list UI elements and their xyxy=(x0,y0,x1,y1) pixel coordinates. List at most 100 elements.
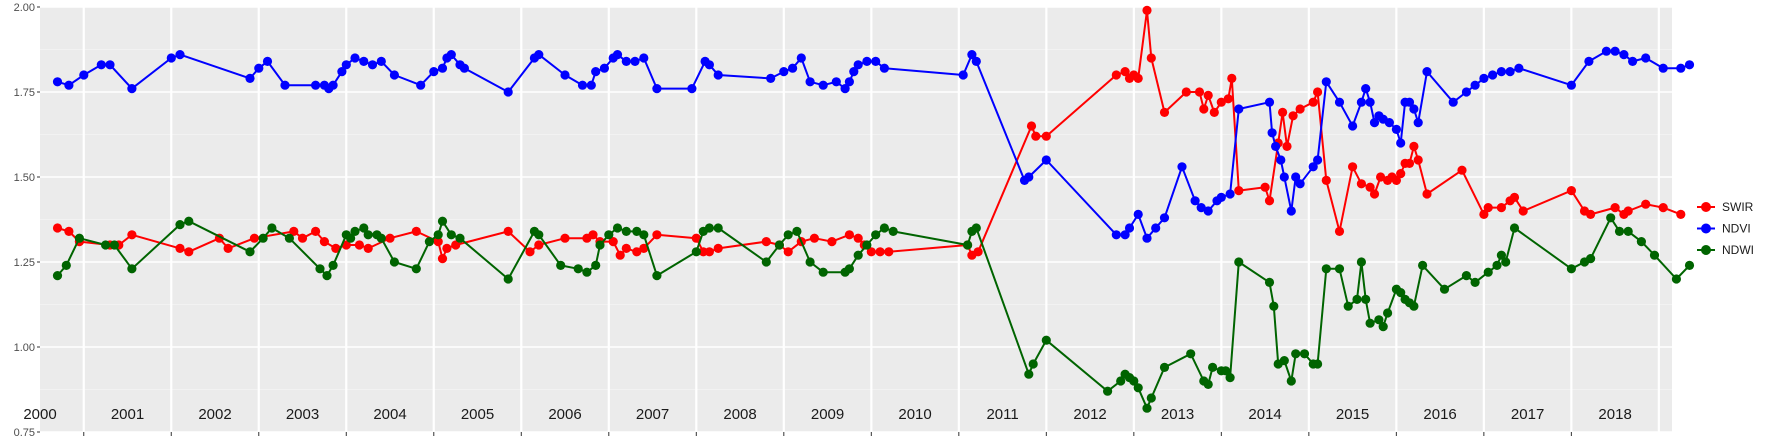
data-point-ndvi xyxy=(79,70,89,80)
data-point-swir xyxy=(875,247,885,257)
data-point-ndvi xyxy=(1151,223,1161,233)
data-point-swir xyxy=(827,237,837,247)
data-point-ndvi xyxy=(1196,203,1206,213)
series-group xyxy=(52,5,1695,413)
data-point-swir xyxy=(1181,87,1191,97)
data-point-ndwi xyxy=(74,233,84,243)
x-year-label: 2018 xyxy=(1598,406,1631,423)
data-point-ndvi xyxy=(311,80,321,90)
data-point-ndvi xyxy=(840,84,850,94)
series-ndwi xyxy=(52,213,1695,413)
y-tick-label: 0.75 xyxy=(14,427,35,439)
data-point-ndvi xyxy=(1658,63,1668,73)
data-point-swir xyxy=(1369,189,1380,199)
data-point-ndwi xyxy=(1636,237,1646,247)
data-point-ndwi xyxy=(446,230,456,240)
data-point-ndwi xyxy=(1684,260,1695,270)
data-point-swir xyxy=(385,233,395,243)
data-point-swir xyxy=(1396,169,1406,179)
data-point-ndvi xyxy=(1391,124,1401,134)
data-point-ndvi xyxy=(831,77,841,87)
legend-item-swir: SWIR xyxy=(1697,200,1754,214)
data-point-ndwi xyxy=(1409,301,1419,311)
data-point-ndvi xyxy=(849,67,859,77)
data-point-swir xyxy=(1194,87,1205,97)
data-point-swir xyxy=(1120,67,1130,77)
data-point-ndwi xyxy=(1334,264,1345,274)
data-point-swir xyxy=(311,226,321,236)
data-point-ndvi xyxy=(52,77,63,87)
data-point-swir xyxy=(1278,107,1288,117)
data-point-ndwi xyxy=(818,267,828,277)
series-swir xyxy=(52,5,1686,264)
legend-key-marker xyxy=(1701,202,1711,212)
data-point-swir xyxy=(783,247,793,257)
data-point-ndwi xyxy=(455,233,465,243)
data-point-swir xyxy=(127,230,137,240)
data-point-ndwi xyxy=(1352,294,1362,304)
data-point-ndwi xyxy=(783,230,793,240)
data-point-swir xyxy=(1566,186,1576,196)
data-point-ndvi xyxy=(1448,97,1458,107)
data-point-ndwi xyxy=(1142,403,1152,413)
data-point-ndvi xyxy=(704,60,715,70)
data-point-ndwi xyxy=(534,230,544,240)
data-point-swir xyxy=(1111,70,1121,80)
data-point-ndwi xyxy=(1671,274,1681,284)
data-point-swir xyxy=(534,240,544,250)
x-year-label: 2002 xyxy=(198,406,231,423)
data-point-ndwi xyxy=(862,240,872,250)
data-point-ndwi xyxy=(175,220,185,230)
data-point-ndvi xyxy=(1203,206,1213,216)
data-point-ndwi xyxy=(1103,386,1113,396)
data-point-ndwi xyxy=(1492,260,1502,270)
data-point-swir xyxy=(1413,155,1423,165)
data-point-ndwi xyxy=(1461,271,1471,281)
data-point-ndvi xyxy=(1348,121,1358,131)
data-point-ndwi xyxy=(503,274,513,284)
data-point-swir xyxy=(1509,192,1520,202)
data-point-swir xyxy=(341,240,351,250)
data-point-ndvi xyxy=(376,56,386,66)
data-point-ndwi xyxy=(1203,379,1213,389)
data-point-ndvi xyxy=(586,80,596,90)
data-point-ndwi xyxy=(101,240,111,250)
data-point-ndvi xyxy=(416,80,426,90)
data-point-swir xyxy=(411,226,421,236)
data-point-swir xyxy=(363,243,373,253)
data-point-ndvi xyxy=(350,53,360,63)
data-point-ndvi xyxy=(429,67,439,77)
data-point-ndvi xyxy=(958,70,968,80)
data-point-ndvi xyxy=(599,63,610,73)
data-point-swir xyxy=(1409,141,1419,151)
data-point-ndwi xyxy=(1343,301,1353,311)
legend-item-ndvi: NDVI xyxy=(1697,222,1751,236)
data-point-ndvi xyxy=(1133,209,1143,219)
data-point-ndvi xyxy=(1566,80,1576,90)
data-point-swir xyxy=(713,243,723,253)
data-point-ndvi xyxy=(280,80,290,90)
data-point-swir xyxy=(1321,175,1331,185)
data-point-swir xyxy=(704,247,715,257)
data-point-swir xyxy=(1676,209,1686,219)
data-point-ndvi xyxy=(254,63,264,73)
x-year-label: 2003 xyxy=(286,406,319,423)
data-point-swir xyxy=(608,237,618,247)
data-point-ndwi xyxy=(1299,349,1310,359)
data-point-ndvi xyxy=(805,77,815,87)
data-point-ndvi xyxy=(1601,46,1611,56)
data-point-ndvi xyxy=(1628,56,1638,66)
data-point-ndvi xyxy=(796,53,806,63)
plot-panel xyxy=(40,6,1672,433)
data-point-ndvi xyxy=(1142,233,1152,243)
data-point-swir xyxy=(503,226,513,236)
data-point-ndwi xyxy=(1024,369,1034,379)
data-point-ndvi xyxy=(341,60,351,70)
data-point-swir xyxy=(319,237,329,247)
data-point-swir xyxy=(1518,206,1528,216)
data-point-ndwi xyxy=(1129,376,1139,386)
data-point-ndvi xyxy=(1505,67,1515,77)
series-ndvi xyxy=(52,46,1695,243)
data-point-ndvi xyxy=(359,56,369,66)
data-point-swir xyxy=(1199,104,1209,114)
